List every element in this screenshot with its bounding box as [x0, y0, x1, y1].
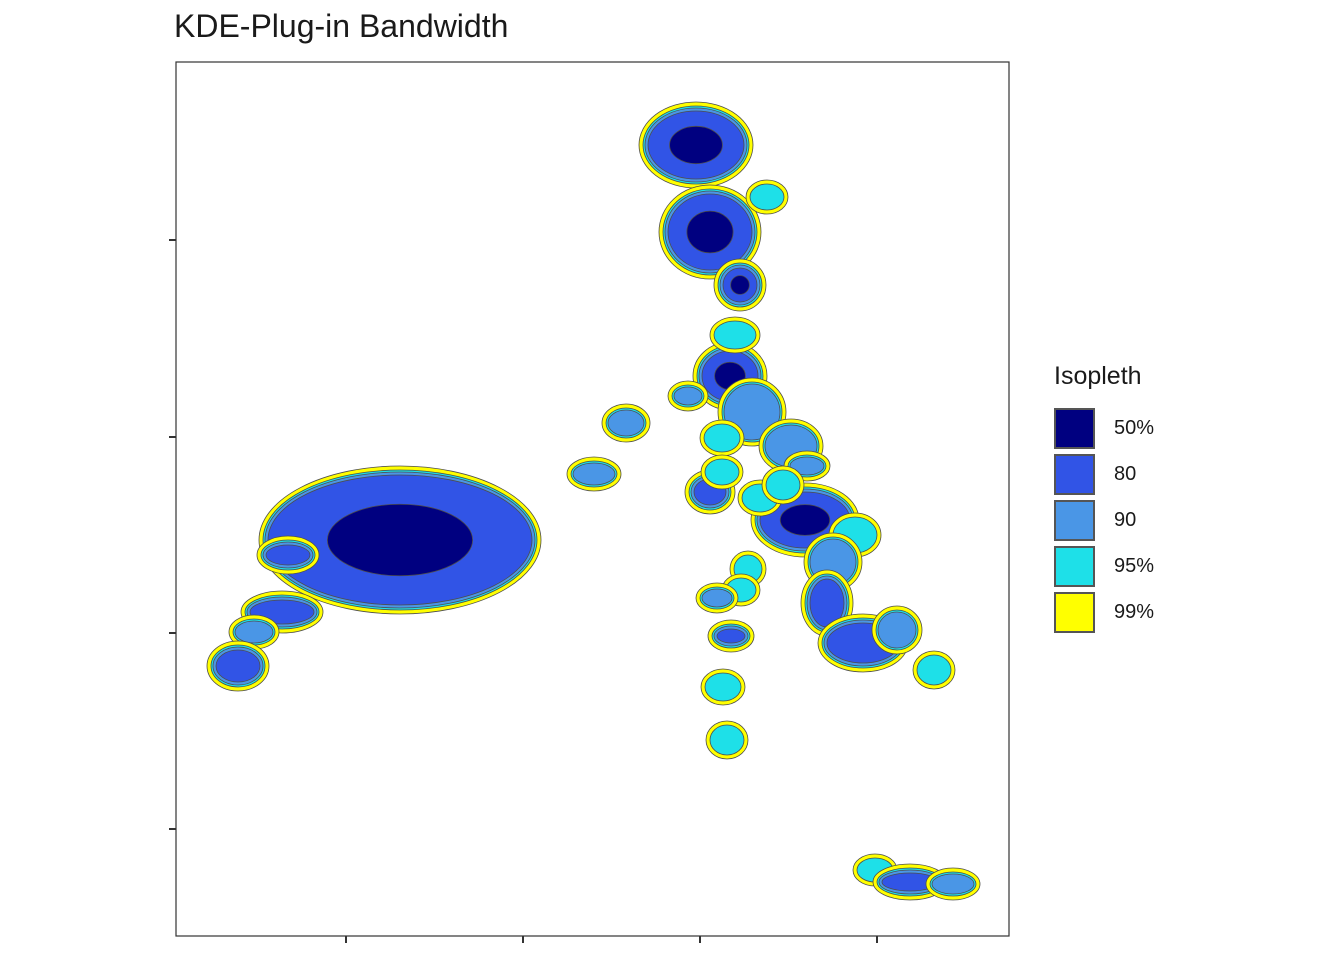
legend-label-80: 80 [1114, 462, 1137, 485]
contour-90-cluster-27 [877, 611, 917, 649]
contour-90-cluster-3 [234, 620, 274, 644]
legend-item-99: 99% [1054, 589, 1154, 635]
legend-item-50: 50% [1054, 405, 1154, 451]
contour-90-cluster-13 [673, 386, 703, 406]
contour-50-cluster-20 [779, 504, 831, 536]
legend-title: Isopleth [1054, 362, 1142, 390]
contour-95-cluster-33 [704, 672, 742, 702]
legend-key-90 [1054, 499, 1095, 541]
contour-90-cluster-37 [931, 873, 975, 895]
contour-90-cluster-15 [607, 409, 645, 437]
contour-50-cluster-0 [326, 503, 473, 577]
legend-key-50 [1054, 407, 1095, 449]
contour-95-cluster-28 [916, 654, 952, 686]
legend-label-90: 90 [1114, 508, 1137, 531]
legend-item-95: 95% [1054, 543, 1154, 589]
legend-key-95 [1054, 545, 1095, 587]
legend-label-50: 50% [1114, 416, 1155, 439]
panel-border [175, 61, 1010, 937]
chart-title: KDE-Plug-in Bandwidth [174, 8, 509, 44]
contour-80-cluster-4 [215, 649, 261, 683]
contour-50-cluster-7 [730, 275, 750, 295]
contour-95-cluster-34 [709, 724, 745, 756]
contour-90-cluster-14 [789, 456, 825, 476]
contour-80-cluster-1 [265, 544, 311, 566]
contour-95-cluster-17 [703, 423, 741, 453]
contour-90-cluster-31 [701, 588, 733, 608]
legend-item-80: 80 [1054, 451, 1154, 497]
contour-50-cluster-5 [669, 125, 723, 165]
contour-90-cluster-16 [572, 462, 616, 486]
legend-label-95: 95% [1114, 554, 1155, 577]
contour-95-cluster-8 [749, 183, 785, 211]
legend-item-90: 90 [1054, 497, 1154, 543]
contour-80-cluster-32 [716, 628, 746, 644]
contour-50-cluster-6 [686, 210, 734, 254]
contour-95-cluster-12 [713, 320, 757, 350]
legend-key-80 [1054, 453, 1095, 495]
legend: Isopleth 50% 80 90 95% 99% [1054, 362, 1154, 635]
contour-95-cluster-22 [765, 469, 801, 501]
legend-label-99: 99% [1114, 600, 1155, 623]
legend-key-99 [1054, 591, 1095, 633]
contour-95-cluster-19 [704, 458, 740, 486]
contour-layer [206, 101, 981, 901]
